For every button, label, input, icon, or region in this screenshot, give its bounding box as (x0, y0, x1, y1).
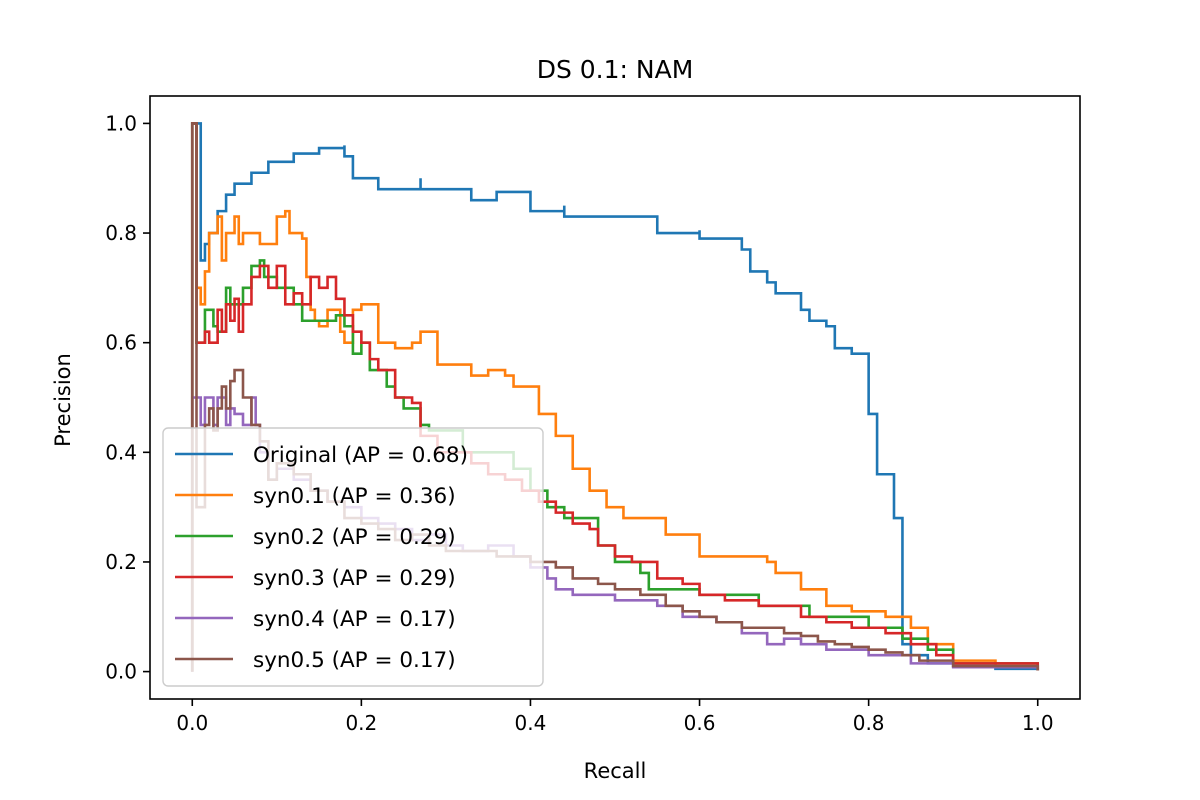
y-tick-label: 0.6 (105, 331, 137, 355)
x-tick-label: 1.0 (1022, 711, 1054, 735)
axes-frame (149, 95, 1081, 700)
legend-entry-label: Original (AP = 0.68) (253, 443, 468, 468)
x-axis-label: Recall (584, 759, 647, 783)
y-tick-label: 0.8 (105, 221, 137, 245)
x-tick-label: 0.0 (176, 711, 208, 735)
y-tick-label: 1.0 (105, 111, 137, 135)
y-axis-label: Precision (51, 353, 75, 447)
legend-entry-label: syn0.1 (AP = 0.36) (253, 484, 456, 509)
x-tick-label: 0.8 (853, 711, 885, 735)
legend-entry-label: syn0.5 (AP = 0.17) (253, 648, 456, 673)
x-tick-label: 0.4 (515, 711, 547, 735)
chart-title: DS 0.1: NAM (537, 55, 694, 84)
x-tick-label: 0.6 (684, 711, 716, 735)
y-tick-label: 0.2 (105, 550, 137, 574)
ticks-layer: 0.0 0.2 0.4 0.6 0.8 1.0 0.0 0.2 0.4 0.6 0.8 1.0 (105, 111, 1053, 735)
series-line-1 (190, 122, 1040, 672)
legend: Original (AP = 0.68) syn0.1 (AP = 0.36) sy… (162, 427, 544, 687)
y-tick-label: 0.0 (105, 660, 137, 684)
legend-entry-label: syn0.4 (AP = 0.17) (253, 607, 456, 632)
legend-entry-label: syn0.2 (AP = 0.29) (253, 525, 456, 550)
series-line-4 (190, 122, 1040, 672)
x-tick-label: 0.2 (345, 711, 377, 735)
series-line-2 (190, 122, 1040, 672)
legend-box (162, 427, 544, 687)
legend-entry-label: syn0.3 (AP = 0.29) (253, 566, 456, 591)
y-tick-label: 0.4 (105, 440, 137, 464)
